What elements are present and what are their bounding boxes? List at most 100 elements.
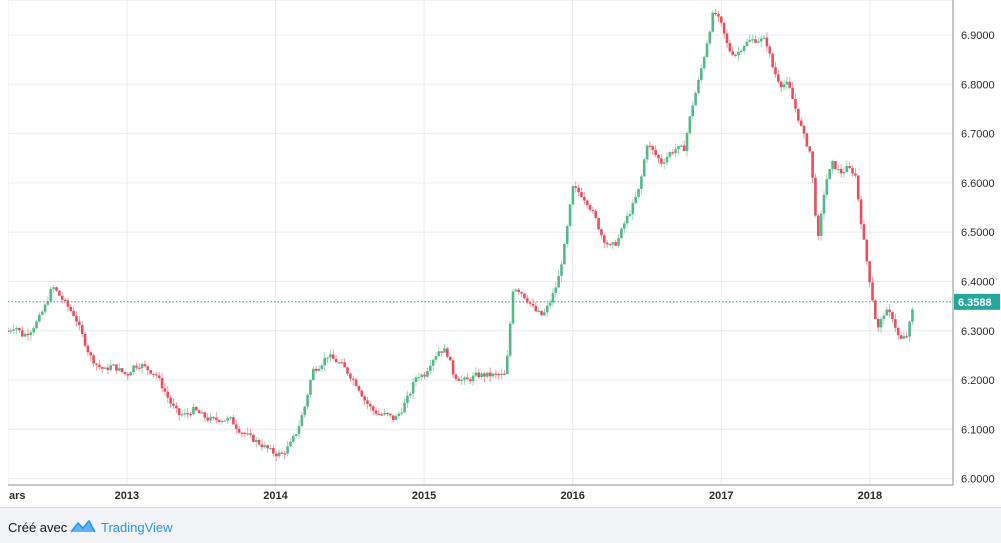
candle-down [155, 374, 158, 376]
x-tick-label: 2017 [709, 490, 733, 502]
candle-up [269, 448, 272, 450]
candle-up [665, 156, 669, 163]
candle-up [337, 362, 341, 364]
candle-down [797, 108, 800, 121]
candle-down [360, 390, 364, 397]
candle-down [197, 410, 201, 414]
candle-down [862, 224, 866, 240]
candle-down [66, 300, 70, 307]
candle-down [523, 293, 526, 299]
candle-down [95, 363, 98, 365]
candle-up [742, 45, 746, 51]
candle-down [334, 358, 338, 363]
candle-up [46, 301, 50, 305]
candle-down [283, 453, 287, 455]
candle-down [331, 354, 335, 359]
candle-up [674, 149, 677, 153]
candle-up [691, 105, 695, 117]
candle-up [640, 176, 643, 190]
candle-down [725, 33, 729, 44]
candle-up [545, 305, 549, 313]
candle-down [811, 151, 814, 178]
candle-up [294, 434, 298, 436]
y-tick-label: 6.9000 [961, 30, 995, 42]
candle-up [443, 348, 446, 353]
candle-down [600, 229, 603, 236]
plot-background [8, 0, 954, 486]
candle-down [682, 145, 686, 151]
candle-up [631, 203, 635, 215]
candle-down [20, 330, 24, 337]
candle-down [719, 16, 723, 23]
candle-up [543, 312, 546, 316]
candle-down [78, 321, 81, 326]
candle-down [494, 373, 498, 375]
candle-down [386, 412, 389, 415]
candle-down [802, 125, 806, 134]
candle-down [874, 300, 877, 319]
candle-up [634, 197, 637, 204]
candle-down [160, 377, 164, 389]
candle-up [320, 365, 324, 369]
candle-down [123, 372, 127, 374]
price-chart[interactable]: 6.0000 6.1000 6.2000 6.3000 6.4000 6.5000 6.60… [8, 0, 1001, 507]
candle-down [446, 348, 449, 357]
last-price-label: 6.3588 [958, 297, 992, 309]
candle-down [871, 282, 874, 301]
candle-up [414, 377, 418, 383]
candle-up [43, 304, 47, 312]
candle-down [528, 302, 532, 304]
candle-up [625, 215, 629, 224]
chart-area[interactable]: 6.0000 6.1000 6.2000 6.3000 6.4000 6.5000 6.60… [8, 0, 1001, 507]
candle-up [246, 433, 249, 435]
candle-up [557, 275, 560, 288]
candle-up [705, 43, 709, 57]
candle-down [591, 209, 595, 212]
candle-up [29, 332, 33, 335]
candle-up [263, 445, 267, 448]
candle-up [52, 287, 55, 289]
tradingview-link[interactable]: TradingView [101, 520, 173, 535]
candle-down [731, 51, 734, 55]
candle-up [474, 372, 478, 376]
candle-down [86, 345, 90, 353]
candle-down [58, 290, 61, 296]
candle-up [822, 194, 826, 214]
y-tick-label: 6.4000 [961, 277, 995, 289]
candle-up [685, 133, 689, 151]
candle-up [223, 420, 227, 422]
candle-down [195, 406, 198, 411]
candle-down [854, 173, 857, 176]
candle-up [417, 377, 421, 379]
tradingview-logo-icon[interactable] [70, 518, 96, 534]
candle-down [899, 335, 903, 339]
candle-up [711, 12, 715, 32]
candle-up [828, 169, 831, 180]
x-tick-label: ars [9, 490, 26, 502]
candle-up [220, 421, 224, 423]
candle-down [157, 375, 161, 378]
candle-down [654, 150, 657, 155]
candle-up [132, 365, 135, 373]
candle-up [637, 189, 640, 198]
candle-up [226, 418, 229, 421]
candle-down [89, 352, 93, 356]
candle-down [520, 292, 523, 294]
candle-down [894, 319, 897, 328]
candle-up [700, 68, 703, 80]
candle-down [189, 413, 192, 416]
candle-down [440, 351, 443, 353]
candle-down [380, 414, 384, 416]
y-tick-label: 6.3000 [961, 326, 995, 338]
candle-down [574, 186, 578, 188]
candle-up [642, 159, 646, 177]
candle-down [851, 168, 854, 174]
candle-up [548, 302, 552, 306]
candle-up [140, 364, 144, 369]
candle-down [55, 287, 58, 291]
candle-down [203, 412, 207, 418]
candle-down [799, 120, 803, 126]
candle-down [135, 365, 138, 368]
candle-up [571, 186, 575, 205]
candle-up [831, 161, 834, 170]
